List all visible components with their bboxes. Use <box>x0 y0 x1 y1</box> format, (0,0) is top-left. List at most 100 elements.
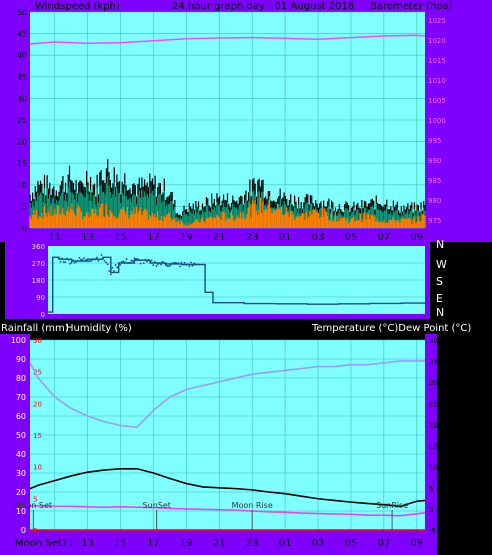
humidity-y-tick-label: 90 <box>16 355 26 364</box>
rain-y-tick-label: 15 <box>33 432 42 440</box>
event-label: SunSet <box>143 501 171 510</box>
bottom-x-tick-label: 03 <box>312 538 325 549</box>
x-tick-label: 13 <box>81 232 94 243</box>
rain-y-tick-label: 0 <box>33 527 37 535</box>
wind-direction-point <box>171 262 173 265</box>
direction-letter-n-top: N <box>436 238 444 251</box>
wind-direction-point <box>141 259 144 262</box>
wind-direction-point <box>158 262 161 265</box>
barometer-axis-title: Barometer (hpa) <box>370 1 453 12</box>
event-label: Moon Set <box>15 501 52 510</box>
bottom-x-tick-label: 21 <box>213 538 226 549</box>
bottom-x-tick-label: 07 <box>377 538 390 549</box>
wind-direction-point <box>149 261 152 263</box>
wind-direction-point <box>139 262 142 265</box>
wind-direction-point <box>105 261 108 264</box>
barometer-y-tick-label: 1005 <box>428 97 446 105</box>
wind-direction-point <box>127 262 130 265</box>
temperature-y-tick-label: 10 <box>429 464 438 472</box>
humidity-y-tick-label: 60 <box>16 412 26 421</box>
wind-direction-point <box>168 265 170 267</box>
humidity-y-tick-label: 100 <box>11 336 26 345</box>
wind-y-tick-label: 10 <box>17 181 27 190</box>
windspeed-axis-title: Windspeed (kph) <box>35 1 120 12</box>
event-label: SunRise <box>376 501 408 510</box>
wind-direction-point <box>174 261 177 264</box>
direction-y-tick-label: 270 <box>32 260 45 268</box>
wind-direction-point <box>98 258 101 261</box>
wind-direction-point <box>113 270 115 272</box>
wind-direction-point <box>152 264 155 266</box>
temperature-y-tick-label: 0 <box>429 506 433 514</box>
humidity-axis-title: Humidity (%) <box>66 323 132 334</box>
wind-direction-point <box>87 260 90 263</box>
wind-direction-point <box>111 266 114 269</box>
wind-direction-point <box>70 261 73 264</box>
wind-direction-point <box>128 261 131 264</box>
wind-direction-point <box>119 263 122 266</box>
wind-y-tick-label: 20 <box>17 138 27 147</box>
wind-y-tick-label: 45 <box>17 30 27 39</box>
x-tick-label: 11 <box>48 232 61 243</box>
wind-direction-point <box>73 261 76 264</box>
bottom-x-axis-band <box>30 530 425 555</box>
barometer-y-tick-label: 990 <box>428 157 441 165</box>
wind-y-tick-label: 0 <box>22 224 27 233</box>
wind-direction-point <box>157 263 159 266</box>
wind-direction-point <box>191 264 194 267</box>
wind-direction-point <box>72 259 75 262</box>
wind-direction-point <box>83 257 86 260</box>
barometer-y-tick-label: 1025 <box>428 17 446 25</box>
temperature-y-tick-label: 35 <box>429 358 438 366</box>
rain-y-tick-label: 30 <box>33 337 42 345</box>
wind-direction-point <box>177 262 180 265</box>
bottom-x-tick-label: 13 <box>81 538 94 549</box>
temperature-y-tick-label: 5 <box>429 485 433 493</box>
wind-direction-point <box>133 257 136 260</box>
barometer-y-tick-label: 985 <box>428 177 441 185</box>
humidity-line <box>29 360 425 429</box>
wind-direction-point <box>91 259 93 262</box>
wind-direction-point <box>130 259 133 262</box>
wind-direction-point <box>150 259 153 262</box>
wind-y-tick-label: 5 <box>22 202 27 211</box>
wind-direction-point <box>164 264 167 267</box>
temperature-y-tick-label: 40 <box>429 337 438 345</box>
wind-direction-point <box>102 257 104 260</box>
temperature-y-tick-label: 25 <box>429 400 438 408</box>
wind-direction-point <box>185 264 188 266</box>
wind-direction-point <box>146 260 148 263</box>
wind-direction-point <box>169 264 172 267</box>
wind-direction-point <box>144 258 147 261</box>
wind-y-tick-label: 30 <box>17 94 27 103</box>
wind-direction-point <box>142 262 145 265</box>
direction-y-tick-label: 360 <box>32 243 45 251</box>
direction-letters: N W S E N <box>436 238 447 319</box>
wind-direction-point <box>95 256 98 259</box>
wind-direction-point <box>84 259 87 262</box>
humidity-left-axis-band <box>0 334 30 555</box>
wind-direction-point <box>163 262 166 265</box>
wind-direction-point <box>180 261 183 264</box>
barometer-y-tick-label: 975 <box>428 217 441 225</box>
wind-direction-point <box>188 265 191 268</box>
x-tick-label: 21 <box>213 232 226 243</box>
wind-direction-point <box>75 260 78 263</box>
dewpoint-line <box>30 505 426 517</box>
wind-direction-point <box>147 259 150 261</box>
wind-direction-point <box>106 263 109 266</box>
wind-direction-point <box>124 261 126 264</box>
direction-y-tick-label: 0 <box>41 311 45 319</box>
wind-direction-point <box>64 261 67 264</box>
barometer-y-tick-label: 1020 <box>428 37 446 45</box>
wind-direction-point <box>155 265 158 267</box>
direction-y-tick-label: 90 <box>36 294 45 302</box>
humidity-y-tick-label: 0 <box>21 526 26 535</box>
barometer-y-tick-label: 1000 <box>428 117 446 125</box>
wind-direction-point <box>131 260 134 262</box>
wind-direction-point <box>194 263 197 266</box>
wind-y-tick-label: 15 <box>17 159 27 168</box>
bottom-x-tick-label: Moon Set11 <box>15 538 75 549</box>
wind-direction-point <box>100 254 103 256</box>
